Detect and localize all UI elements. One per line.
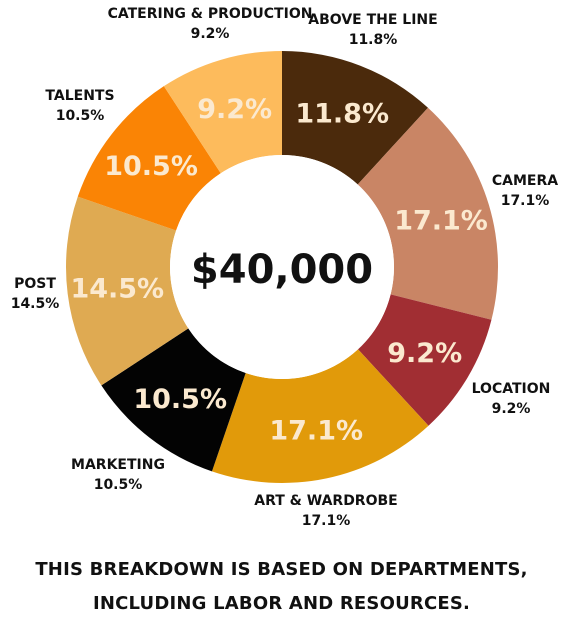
slice-talents xyxy=(77,86,221,231)
category-label: TALENTS 10.5% xyxy=(45,88,114,124)
category-label: MARKETING 10.5% xyxy=(71,457,165,493)
slice-value-label: 10.5% xyxy=(104,151,198,182)
total-budget-label: $40,000 xyxy=(191,247,373,293)
slice-value-label: 14.5% xyxy=(70,274,164,305)
category-label: CAMERA 17.1% xyxy=(492,173,558,209)
slice-catering-production xyxy=(163,51,282,174)
slice-camera xyxy=(357,107,498,320)
slice-art-wardrobe xyxy=(211,349,429,483)
donut-chart-svg: 11.8% 17.1% 9.2% 17.1% 10.5% 14.5% 10.5% 9.2% A… xyxy=(11,6,559,529)
category-label: POST 14.5% xyxy=(11,276,60,312)
donut-hole xyxy=(170,155,394,379)
footnote-line-2: INCLUDING LABOR AND RESOURCES. xyxy=(92,593,471,614)
slice-value-label: 17.1% xyxy=(394,205,488,236)
slice-value-label: 9.2% xyxy=(197,94,272,125)
slice-value-label: 17.1% xyxy=(269,415,363,446)
donut-chart: 11.8% 17.1% 9.2% 17.1% 10.5% 14.5% 10.5% 9.2% A… xyxy=(11,6,559,529)
slice-post xyxy=(66,196,189,386)
slice-location xyxy=(357,294,492,426)
slice-value-label: 11.8% xyxy=(295,98,389,129)
slice-value-label: 10.5% xyxy=(133,384,227,415)
slice-above-the-line xyxy=(282,51,428,185)
category-label: ART & WARDROBE 17.1% xyxy=(254,493,397,529)
footnote: THIS BREAKDOWN IS BASED ON DEPARTMENTS, … xyxy=(0,553,563,621)
category-label: ABOVE THE LINE 11.8% xyxy=(308,12,437,48)
footnote-line-1: THIS BREAKDOWN IS BASED ON DEPARTMENTS, xyxy=(35,559,528,580)
category-label: CATERING & PRODUCTION 9.2% xyxy=(108,6,313,42)
category-label: LOCATION 9.2% xyxy=(472,381,551,417)
slice-marketing xyxy=(101,328,246,472)
slice-value-label: 9.2% xyxy=(387,338,462,369)
